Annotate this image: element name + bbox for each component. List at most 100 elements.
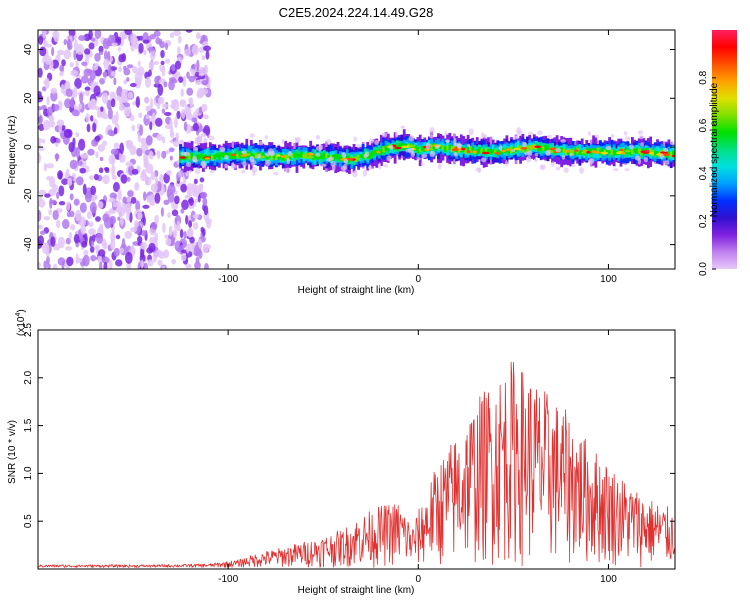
spectrogram-halo-cell [594, 134, 600, 139]
spectrogram-signal-cell [637, 148, 641, 154]
spectrogram-peak-cell [625, 149, 631, 153]
spectrogram-signal-cell [653, 151, 657, 155]
spectrogram-noise-cell [73, 49, 77, 60]
spectrogram-noise-cell [68, 142, 75, 153]
spectrogram-noise-cell [38, 110, 41, 118]
spectrogram-noise-cell [145, 76, 152, 88]
spectrogram-noise-cell [38, 224, 43, 230]
spectrogram-signal-cell [473, 145, 477, 156]
spectrogram-noise-cell [52, 210, 59, 221]
spectrogram-noise-cell [66, 211, 72, 218]
spectrogram-noise-cell [148, 151, 154, 160]
spectrogram-signal-cell [380, 149, 383, 154]
spectrogram-noise-cell [161, 136, 166, 144]
spectrogram-signal-cell [208, 154, 212, 158]
spectrogram-noise-cell [177, 35, 182, 44]
spectrogram-noise-cell [118, 151, 124, 163]
spectrogram-halo-cell [294, 137, 298, 141]
spectrogram-signal-cell [610, 149, 614, 156]
spectrogram-noise-cell [127, 91, 134, 99]
spectrogram-peak-cell [621, 151, 626, 155]
spectrogram-signal-cell [357, 154, 360, 161]
spectrogram-noise-cell [127, 190, 134, 198]
spectrogram-noise-cell [80, 224, 86, 235]
spectrogram-noise-cell [90, 254, 97, 262]
spectrogram-noise-cell [98, 45, 104, 54]
spectrogram-halo-cell [378, 162, 382, 170]
spectrogram-signal-cell [334, 154, 338, 160]
spectrogram-noise-cell [63, 38, 68, 46]
snr-x-tick-label: 100 [600, 574, 617, 585]
spectrogram-noise-cell [186, 87, 194, 96]
spectrogram-halo-cell [286, 157, 291, 165]
spectrogram-noise-cell [66, 38, 72, 50]
spectrogram-noise-cell [78, 139, 86, 151]
spectrogram-noise-cell [169, 32, 175, 39]
spectrogram-halo-cell [352, 170, 358, 178]
spectrogram-signal-cell [564, 149, 568, 156]
spectrogram-noise-cell [107, 50, 111, 62]
spectrogram-noise-cell [79, 216, 86, 228]
spectrogram-peak-cell [648, 152, 655, 155]
spectrogram-noise-cell [188, 97, 193, 104]
spectrogram-noise-cell [49, 199, 57, 204]
spectrogram-noise-cell [56, 119, 65, 127]
spectrogram-noise-cell [202, 197, 208, 207]
spectrogram-noise-cell [102, 241, 108, 250]
spectrogram-signal-cell [669, 151, 673, 158]
spectrogram-halo-cell [356, 143, 362, 148]
spectrogram-noise-cell [98, 167, 104, 174]
spectrogram-noise-cell [55, 138, 61, 144]
spectrogram-noise-cell [101, 256, 110, 264]
spectrogram-signal-cell [594, 147, 598, 154]
spectrogram-signal-cell [370, 150, 374, 157]
spectrogram-noise-cell [156, 150, 161, 159]
spectrogram-halo-cell [241, 169, 246, 174]
spectrogram-peak-cell [565, 149, 570, 153]
spectrogram-noise-cell [101, 92, 109, 104]
spectrogram-noise-cell [194, 79, 202, 86]
spectrogram-halo-cell [466, 143, 471, 147]
spectrogram-noise-cell [95, 216, 101, 222]
spectrogram-halo-cell [498, 145, 503, 151]
spectrogram-signal-cell [562, 148, 566, 153]
spectrogram-peak-cell [520, 146, 528, 150]
spectrogram-halo-cell [420, 162, 424, 166]
spectrogram-noise-cell [91, 37, 96, 42]
spectrogram-peak-cell [240, 154, 248, 157]
spectrogram-noise-cell [64, 82, 70, 90]
snr-y-tick-label: 1.0 [23, 466, 34, 480]
spectrogram-halo-cell [444, 131, 448, 136]
spectrogram-halo-cell [527, 131, 534, 136]
spectrogram-noise-cell [110, 231, 116, 243]
spectrogram-halo-cell [400, 125, 406, 129]
spectrogram-signal-cell [589, 148, 593, 155]
spectrogram-noise-cell [69, 159, 78, 170]
spectrogram-noise-cell [48, 208, 53, 216]
spectrogram-noise-cell [38, 146, 45, 152]
spectrogram-signal-cell [231, 153, 235, 160]
spectrogram-noise-cell [94, 244, 101, 251]
spectrogram-peak-cell [179, 156, 186, 159]
spectrogram-noise-cell [126, 64, 134, 69]
spectrogram-halo-cell [660, 153, 664, 160]
spectrogram-y-tick-label: 20 [23, 92, 34, 104]
spectrogram-noise-cell [98, 51, 103, 56]
spectrogram-peak-cell [586, 150, 591, 154]
spectrogram-halo-cell [555, 166, 561, 171]
spectrogram-noise-cell [154, 192, 161, 204]
spectrogram-peak-cell [505, 148, 511, 151]
spectrogram-signal-cell [537, 147, 541, 152]
spectrogram-noise-cell [174, 116, 178, 129]
spectrogram-halo-cell [288, 150, 292, 157]
spectrogram-halo-cell [180, 151, 187, 156]
spectrogram-noise-cell [135, 96, 141, 108]
spectrogram-noise-cell [102, 140, 108, 147]
spectrogram-noise-cell [142, 204, 150, 209]
spectrogram-signal-cell [361, 154, 365, 159]
spectrogram-noise-cell [131, 168, 139, 175]
spectrogram-signal-cell [265, 154, 269, 161]
spectrogram-noise-cell [111, 164, 116, 177]
spectrogram-noise-cell [185, 214, 189, 225]
spectrogram-noise-cell [194, 198, 199, 203]
